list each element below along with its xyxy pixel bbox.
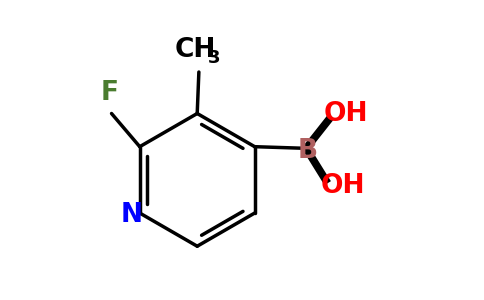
Text: F: F — [101, 80, 119, 106]
Text: B: B — [298, 138, 318, 164]
Text: N: N — [121, 202, 142, 228]
Text: CH: CH — [175, 38, 216, 63]
Text: OH: OH — [324, 101, 368, 127]
Text: 3: 3 — [208, 49, 220, 67]
Text: OH: OH — [320, 173, 365, 199]
